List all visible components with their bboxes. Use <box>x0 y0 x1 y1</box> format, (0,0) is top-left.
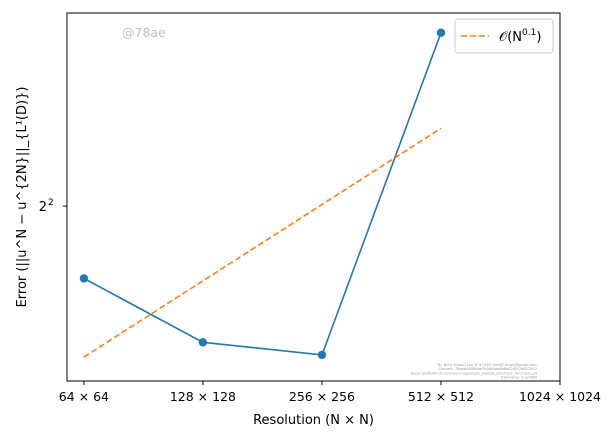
data-point-0-1 <box>198 338 208 347</box>
x-tick-label-4: 1024 × 1024 <box>519 389 601 404</box>
data-point-0-0 <box>79 274 89 283</box>
credit-line-0: By Njeri Kimani Leo @ #7462 njeri@ ki.lp… <box>438 363 538 367</box>
y-axis-label: Error (||u^N − u^{2N}||_{L¹(D)}) <box>15 87 30 308</box>
series-line-1 <box>83 127 442 358</box>
x-axis-label: Resolution (N × N) <box>253 413 374 428</box>
x-tick-label-2: 256 × 256 <box>289 389 355 404</box>
x-tick-label-0: 64 × 64 <box>59 389 109 404</box>
credit-line-3: Username: lc-ai-889 <box>501 376 538 380</box>
data-point-0-2 <box>317 350 327 360</box>
x-tick-label-3: 512 × 512 <box>408 389 474 404</box>
legend[interactable]: 𝒪(N0.1) <box>454 18 554 54</box>
plot-frame <box>66 12 561 382</box>
legend-label-exponent: 0.1 <box>522 28 536 38</box>
legend-label-close: ) <box>536 30 541 45</box>
x-tick-label-1: 128 × 128 <box>170 389 236 404</box>
credit-line-2: Repo: git@github.com:njeri/-lpa/single_s… <box>411 371 538 375</box>
y-tick-label-0: 2 <box>39 200 47 215</box>
watermark: @78ae <box>122 25 166 40</box>
legend-box <box>454 18 554 54</box>
plot-area <box>79 28 446 360</box>
series-line-0 <box>83 32 442 356</box>
credit-line-1: Commit: 78aeb0695bab3b5f84ab8b6a8285f7b8… <box>438 367 537 371</box>
y-tick-label-exponent-0: 2 <box>48 198 54 208</box>
data-point-0-3 <box>436 28 446 37</box>
axes: 64 × 64 128 × 128 256 × 256 512 × 512 1024 ×… <box>15 12 601 428</box>
legend-label-base: 𝒪(N <box>499 30 522 45</box>
legend-label[interactable]: 𝒪(N0.1) <box>499 28 541 45</box>
